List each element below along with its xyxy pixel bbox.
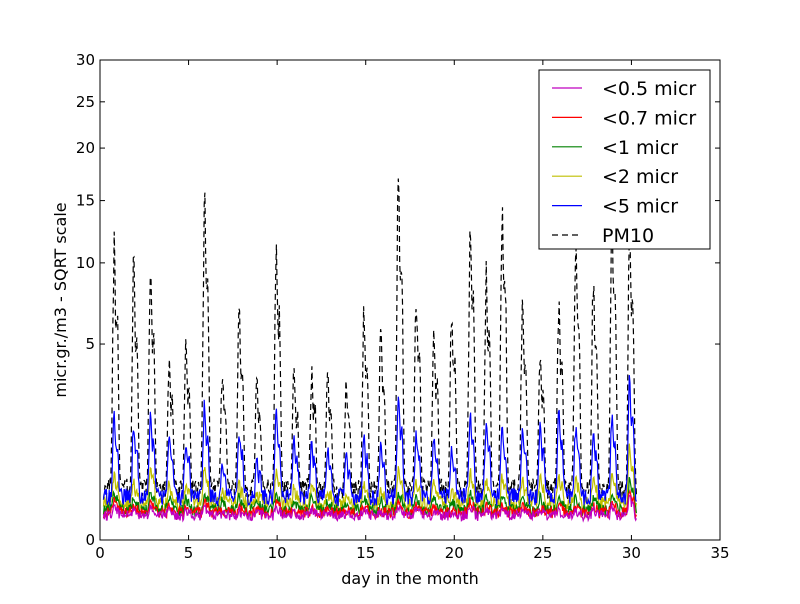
legend: <0.5 micr <0.7 micr <1 micr <2 micr <5 micr P… (538, 69, 711, 250)
y-tick-label: 15 (76, 192, 95, 210)
legend-label: <2 micr (602, 166, 678, 188)
x-tick-label: 10 (268, 544, 287, 562)
legend-label: <0.5 micr (602, 78, 696, 100)
y-tick-label: 30 (76, 51, 95, 69)
y-tick-label: 5 (85, 335, 95, 353)
ticks-layer: 0 5 10 15 20 25 30 35 0 5 10 15 20 25 30 (76, 51, 730, 562)
legend-label: <1 micr (602, 137, 678, 159)
series-layer (102, 178, 637, 523)
x-tick-label: 15 (356, 544, 375, 562)
x-axis-label: day in the month (341, 569, 478, 588)
y-tick-label: 10 (76, 254, 95, 272)
legend-label: PM10 (602, 225, 654, 247)
series-line-1 (102, 488, 637, 520)
legend-label: <0.7 micr (602, 107, 696, 129)
y-tick-label: 20 (76, 139, 95, 157)
x-tick-label: 30 (622, 544, 641, 562)
x-tick-label: 35 (710, 544, 729, 562)
series-line-0 (102, 494, 637, 523)
x-tick-label: 0 (95, 544, 105, 562)
legend-frame (538, 69, 711, 250)
plot-frame (99, 59, 721, 541)
y-axis-label: micr.gr./m3 - SQRT scale (51, 202, 70, 397)
x-tick-label: 20 (445, 544, 464, 562)
y-tick-label: 0 (85, 531, 95, 549)
series-line-4 (102, 375, 637, 508)
legend-label: <5 micr (602, 196, 678, 218)
x-tick-label: 25 (533, 544, 552, 562)
y-tick-label: 25 (76, 93, 95, 111)
x-tick-label: 5 (184, 544, 194, 562)
